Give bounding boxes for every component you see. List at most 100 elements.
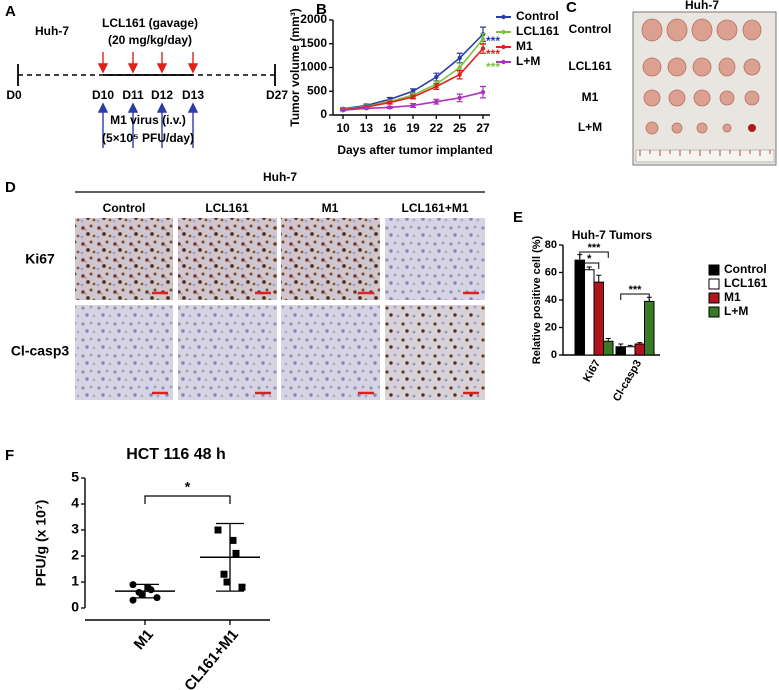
bracket <box>620 293 650 300</box>
y-tick-label: 1000 <box>300 60 327 74</box>
bar <box>593 281 604 356</box>
drug: LCL161 (gavage) <box>102 16 198 30</box>
y-tick-label: 500 <box>307 83 327 97</box>
x-tick-label: 22 <box>430 121 444 135</box>
virus-dose: (5×10⁵ PFU/day) <box>102 131 194 145</box>
legend-label: LCL161 <box>724 276 768 290</box>
point <box>232 549 240 557</box>
row-label: M1 <box>582 90 599 104</box>
marker <box>434 74 439 80</box>
x-axis-label: Days after tumor implanted <box>337 143 492 157</box>
legend-label: M1 <box>516 39 533 53</box>
row-label: LCL161 <box>568 59 612 73</box>
column-label: LCL161+M1 <box>401 201 468 215</box>
bar <box>574 259 585 356</box>
marker <box>387 105 392 110</box>
legend-marker <box>501 29 506 35</box>
sd-bar <box>216 522 244 592</box>
x-tick-label: M1 <box>131 626 157 653</box>
significance: *** <box>486 34 500 48</box>
legend-label: L+M <box>516 54 540 68</box>
y-tick-label: 80 <box>545 239 557 251</box>
x-tick-label: 27 <box>476 121 490 135</box>
marker <box>480 90 486 95</box>
x-tick-label: 13 <box>360 121 374 135</box>
legend-swatch <box>708 264 720 276</box>
day-label: D13 <box>182 88 204 102</box>
marker <box>387 100 392 105</box>
x-tick-label: Ki67 <box>581 358 603 384</box>
panel-label: B <box>316 1 327 18</box>
x-tick-label: 19 <box>406 121 420 135</box>
day-label: D11 <box>122 88 144 102</box>
marker <box>340 108 346 113</box>
bar <box>603 340 614 356</box>
legend-swatch <box>708 292 720 304</box>
panel-label: D <box>5 179 16 196</box>
bar <box>584 269 595 356</box>
panel-label: C <box>566 0 577 16</box>
significance: *** <box>486 60 500 74</box>
point <box>229 536 237 544</box>
y-tick-label: 3 <box>71 521 79 537</box>
legend-label: M1 <box>724 290 741 304</box>
legend-marker <box>501 59 506 65</box>
y-tick-label: 1 <box>71 573 79 589</box>
y-tick-label: 2 <box>71 547 79 563</box>
y-tick-label: 20 <box>545 321 557 333</box>
day-label: D12 <box>151 88 173 102</box>
y-tick-label: 0 <box>551 349 557 361</box>
marker <box>434 84 439 89</box>
point <box>214 526 222 534</box>
point <box>220 570 228 578</box>
panel-label: E <box>513 209 523 226</box>
y-tick-label: 60 <box>545 266 557 278</box>
legend-marker <box>501 14 506 20</box>
row-label: Cl-casp3 <box>11 343 70 359</box>
day-label: D0 <box>6 88 22 102</box>
legend-label: L+M <box>724 304 748 318</box>
significance: *** <box>588 242 602 254</box>
day-label: D10 <box>92 88 114 102</box>
legend-swatch <box>708 278 720 290</box>
marker <box>364 106 369 111</box>
sd-bar <box>131 583 159 599</box>
significance: *** <box>486 47 500 61</box>
point <box>223 578 231 586</box>
row-label: Ki67 <box>25 251 55 267</box>
marker <box>457 95 462 101</box>
bar <box>644 300 655 356</box>
timeline <box>17 52 276 148</box>
y-tick-label: 2000 <box>300 12 327 26</box>
y-axis-label: PFU/g (x 10⁷) <box>33 500 49 587</box>
drug-dose: (20 mg/kg/day) <box>108 33 192 47</box>
y-axis-label: Tumor volume (mm³) <box>288 8 302 126</box>
x-tick-label: Cl-casp3 <box>611 358 644 404</box>
panel-label: F <box>5 447 14 464</box>
y-tick-label: 4 <box>71 495 79 511</box>
column-label: M1 <box>322 201 339 215</box>
y-tick-label: 1500 <box>300 36 327 50</box>
y-tick-label: 5 <box>71 469 79 485</box>
y-tick-label: 0 <box>71 599 79 615</box>
marker <box>480 46 486 51</box>
bar <box>615 346 626 356</box>
x-tick-label: 10 <box>336 121 350 135</box>
chart-title: Huh-7 Tumors <box>572 228 653 242</box>
point <box>147 586 155 594</box>
virus: M1 virus (i.v.) <box>110 113 186 127</box>
cell-line: Huh-7 <box>35 24 69 38</box>
marker <box>434 99 439 104</box>
marker <box>410 94 416 100</box>
error-bar <box>596 274 602 283</box>
bracket <box>579 251 609 258</box>
x-tick-label: 25 <box>453 121 467 135</box>
bar <box>634 343 645 356</box>
column-label: LCL161 <box>205 201 249 215</box>
column-label: Control <box>103 201 146 215</box>
bracket <box>579 262 600 269</box>
y-tick-label: 0 <box>320 107 327 121</box>
bar <box>625 346 636 356</box>
legend-label: Control <box>516 9 559 23</box>
